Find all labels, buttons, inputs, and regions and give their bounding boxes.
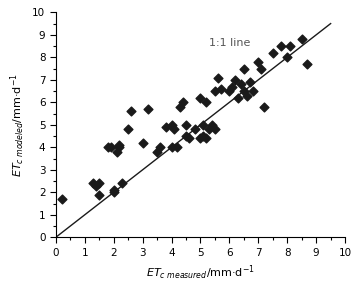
Point	[299, 37, 305, 42]
Point	[212, 89, 218, 93]
Point	[140, 140, 145, 145]
Point	[247, 80, 252, 84]
Point	[256, 59, 261, 64]
Point	[203, 100, 209, 105]
Point	[201, 122, 206, 127]
Point	[232, 77, 238, 82]
Point	[94, 183, 99, 188]
Point	[117, 145, 122, 150]
Point	[111, 190, 117, 195]
Point	[258, 66, 264, 71]
Point	[241, 66, 247, 71]
Point	[238, 82, 244, 87]
Point	[218, 86, 224, 91]
Point	[229, 84, 235, 89]
Point	[157, 145, 163, 150]
Point	[235, 95, 241, 100]
Point	[186, 136, 192, 141]
Point	[163, 125, 168, 129]
Point	[168, 145, 174, 150]
Point	[198, 95, 203, 100]
Point	[192, 127, 198, 132]
Point	[183, 134, 189, 138]
Point	[96, 192, 102, 197]
Point	[177, 104, 183, 109]
Point	[59, 197, 64, 201]
Point	[284, 55, 290, 60]
Point	[180, 100, 186, 105]
Point	[111, 188, 117, 192]
Point	[198, 136, 203, 141]
Point	[279, 44, 284, 48]
Point	[105, 145, 111, 150]
Point	[226, 89, 232, 93]
Point	[175, 145, 180, 150]
Point	[201, 134, 206, 138]
Point	[183, 122, 189, 127]
Point	[241, 89, 247, 93]
Point	[128, 109, 134, 114]
Point	[203, 136, 209, 141]
Point	[249, 89, 255, 93]
Point	[114, 149, 120, 154]
Point	[261, 104, 267, 109]
Point	[270, 50, 276, 55]
Point	[287, 44, 293, 48]
Point	[172, 127, 177, 132]
Point	[206, 127, 212, 132]
Point	[244, 93, 249, 98]
Point	[305, 62, 310, 66]
Point	[96, 181, 102, 186]
Y-axis label: $\mathit{ET}_{c\ \mathit{modeled}}$/mm·d$^{-1}$: $\mathit{ET}_{c\ \mathit{modeled}}$/mm·d…	[8, 73, 27, 177]
Point	[91, 181, 96, 186]
Point	[168, 122, 174, 127]
Point	[154, 149, 160, 154]
X-axis label: $\mathit{ET}_{c\ \mathit{measured}}$/mm·d$^{-1}$: $\mathit{ET}_{c\ \mathit{measured}}$/mm·…	[146, 263, 255, 282]
Point	[117, 143, 122, 147]
Point	[125, 127, 131, 132]
Point	[209, 122, 215, 127]
Text: 1:1 line: 1:1 line	[209, 38, 251, 48]
Point	[108, 145, 114, 150]
Point	[215, 75, 221, 80]
Point	[145, 107, 151, 111]
Point	[120, 181, 125, 186]
Point	[212, 127, 218, 132]
